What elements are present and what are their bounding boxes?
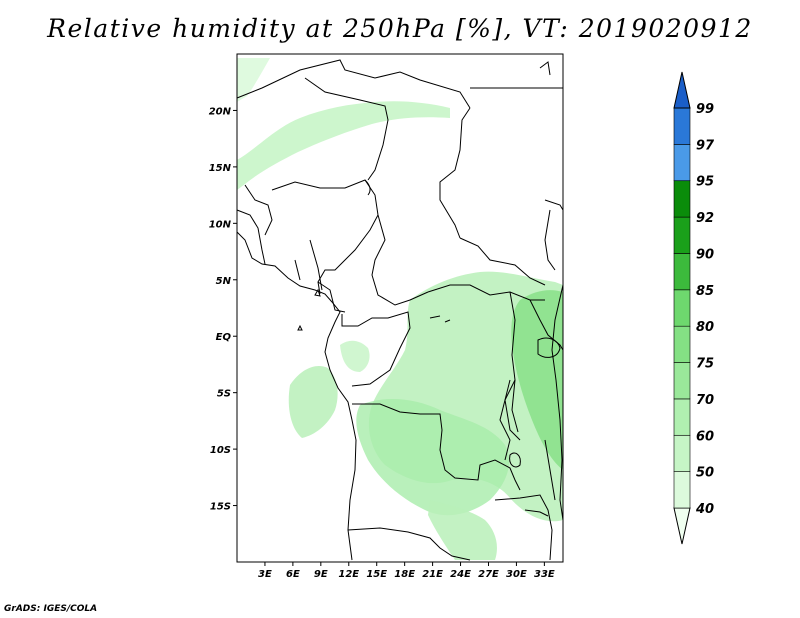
- x-tick-label: 24E: [450, 569, 471, 580]
- colorbar-label: 99: [696, 102, 714, 117]
- y-tick-label: 5N: [216, 276, 232, 287]
- y-tick-label: 5S: [217, 389, 231, 400]
- border-niger-chad: [439, 107, 471, 239]
- x-axis: 3E 6E 9E 12E 15E 18E 21E 24E 27E 30E 33E: [258, 562, 555, 580]
- lake-victoria: [537, 337, 561, 358]
- x-tick-label: 6E: [286, 569, 300, 580]
- colorbar-segment: [673, 325, 691, 363]
- border-drc-angola: [352, 403, 521, 491]
- y-tick-label: 15N: [209, 163, 232, 174]
- colorbar-label: 40: [695, 502, 714, 517]
- x-tick-label: 27E: [478, 569, 499, 580]
- colorbar-segment: [673, 398, 691, 436]
- colorbar-label: 60: [696, 429, 714, 444]
- colorbar-segment: [673, 434, 691, 472]
- border-nigeria-cameroon: [317, 214, 379, 295]
- lake-kivu: [429, 315, 451, 323]
- lake-tanganyika: [504, 379, 521, 441]
- y-axis: 20N 15N 10N 5N EQ 5S 10S 15S: [209, 106, 237, 513]
- border-mali-burkina: [244, 184, 273, 236]
- colorbar-low-extend: [673, 507, 691, 545]
- island-bioko: [314, 288, 321, 297]
- humidity-region-sahel-band: [237, 101, 450, 190]
- colorbar: 40 50 60 70 75 80 85 90 92 95 97 99: [673, 71, 715, 545]
- colorbar-segment: [673, 180, 691, 218]
- y-tick-label: 15S: [210, 502, 231, 513]
- lake-malawi: [544, 439, 556, 501]
- border-sahara-north: [236, 59, 471, 109]
- colorbar-segment: [673, 471, 691, 509]
- colorbar-high-extend: [673, 71, 691, 109]
- border-mali-niger: [304, 77, 389, 181]
- colorbar-segment: [673, 253, 691, 291]
- plot-frame: [236, 53, 564, 563]
- border-tanzania-kenya: [529, 299, 564, 351]
- colorbar-segment: [673, 289, 691, 327]
- x-tick-label: 21E: [422, 569, 443, 580]
- colorbar-label: 85: [696, 284, 714, 299]
- humidity-region-east-africa-lakes: [511, 290, 563, 470]
- lake-bangweulu: [524, 509, 549, 517]
- grads-credit: GrADS: IGES/COLA: [4, 604, 98, 614]
- humidity-region-west-coast-angola: [288, 365, 338, 438]
- border-zambia-mozambique: [494, 494, 553, 561]
- x-tick-label: 15E: [366, 569, 387, 580]
- x-tick-label: 3E: [258, 569, 272, 580]
- border-cameroon-east: [371, 214, 429, 306]
- humidity-region-angola-zambia: [356, 398, 510, 516]
- colorbar-label: 90: [696, 247, 714, 262]
- border-angola-south: [347, 527, 471, 561]
- border-nigeria-north: [271, 179, 379, 216]
- border-guinea-coast: [236, 209, 266, 265]
- colorbar-segment: [673, 144, 691, 182]
- humidity-region-south-zambia: [428, 500, 497, 560]
- country-borders: [236, 59, 564, 561]
- humidity-shading: [237, 58, 563, 560]
- colorbar-segment: [673, 216, 691, 254]
- island-sao-tome: [297, 324, 303, 331]
- y-tick-label: 20N: [209, 106, 232, 117]
- humidity-region-congo-coast: [340, 340, 370, 372]
- border-gabon: [317, 281, 346, 313]
- x-tick-label: 9E: [314, 569, 328, 580]
- humidity-region-sahel-top: [237, 58, 270, 102]
- colorbar-label: 97: [696, 138, 715, 153]
- colorbar-label: 95: [696, 175, 714, 190]
- colorbar-segment: [673, 107, 691, 145]
- lake-chad: [364, 179, 371, 196]
- border-ghana-togo: [294, 239, 323, 291]
- x-tick-label: 12E: [338, 569, 359, 580]
- border-sudan-east: [544, 199, 564, 271]
- border-east-coast: [551, 284, 564, 521]
- coast-arabian: [539, 61, 551, 76]
- y-tick-label: 10N: [209, 219, 232, 230]
- y-tick-label: 10S: [210, 445, 231, 456]
- coastline-west-africa: [236, 231, 357, 561]
- colorbar-segment: [673, 362, 691, 400]
- border-drc-uganda: [499, 291, 516, 461]
- colorbar-label: 80: [696, 320, 714, 335]
- map-title: Relative humidity at 250hPa [%], VT: 201…: [47, 14, 753, 43]
- colorbar-label: 75: [696, 357, 714, 372]
- x-tick-label: 30E: [506, 569, 527, 580]
- colorbar-label: 50: [696, 466, 714, 481]
- border-drc-congo: [341, 311, 411, 387]
- lake-mweru: [509, 452, 521, 468]
- colorbar-label: 70: [696, 393, 714, 408]
- x-tick-label: 18E: [394, 569, 415, 580]
- x-tick-label: 33E: [534, 569, 555, 580]
- colorbar-label: 92: [696, 211, 714, 226]
- y-tick-label: EQ: [216, 332, 232, 343]
- border-chad-sudan: [459, 237, 546, 286]
